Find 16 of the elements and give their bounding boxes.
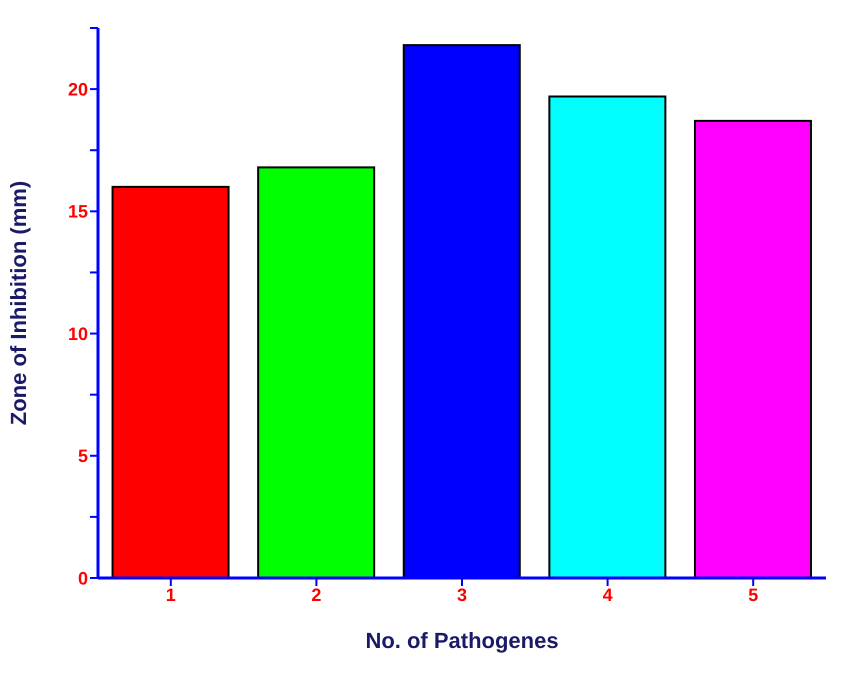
x-tick-label: 4 [602,584,613,605]
bar [694,120,812,578]
bar [257,166,376,578]
y-axis-title: Zone of Inhibition (mm) [6,180,31,426]
bar [548,95,666,578]
y-tick-label: 0 [78,568,88,588]
x-tick-label: 3 [456,584,468,605]
bar [112,186,230,578]
y-tick-label: 20 [68,80,88,100]
y-tick-label: 5 [78,446,88,466]
y-tick-label: 10 [68,324,88,344]
x-tick-label: 5 [748,584,758,605]
y-tick-label: 15 [68,202,88,222]
x-axis-title: No. of Pathogenes [365,628,559,653]
x-tick-label: 1 [166,584,176,605]
x-tick-label: 2 [311,584,322,605]
